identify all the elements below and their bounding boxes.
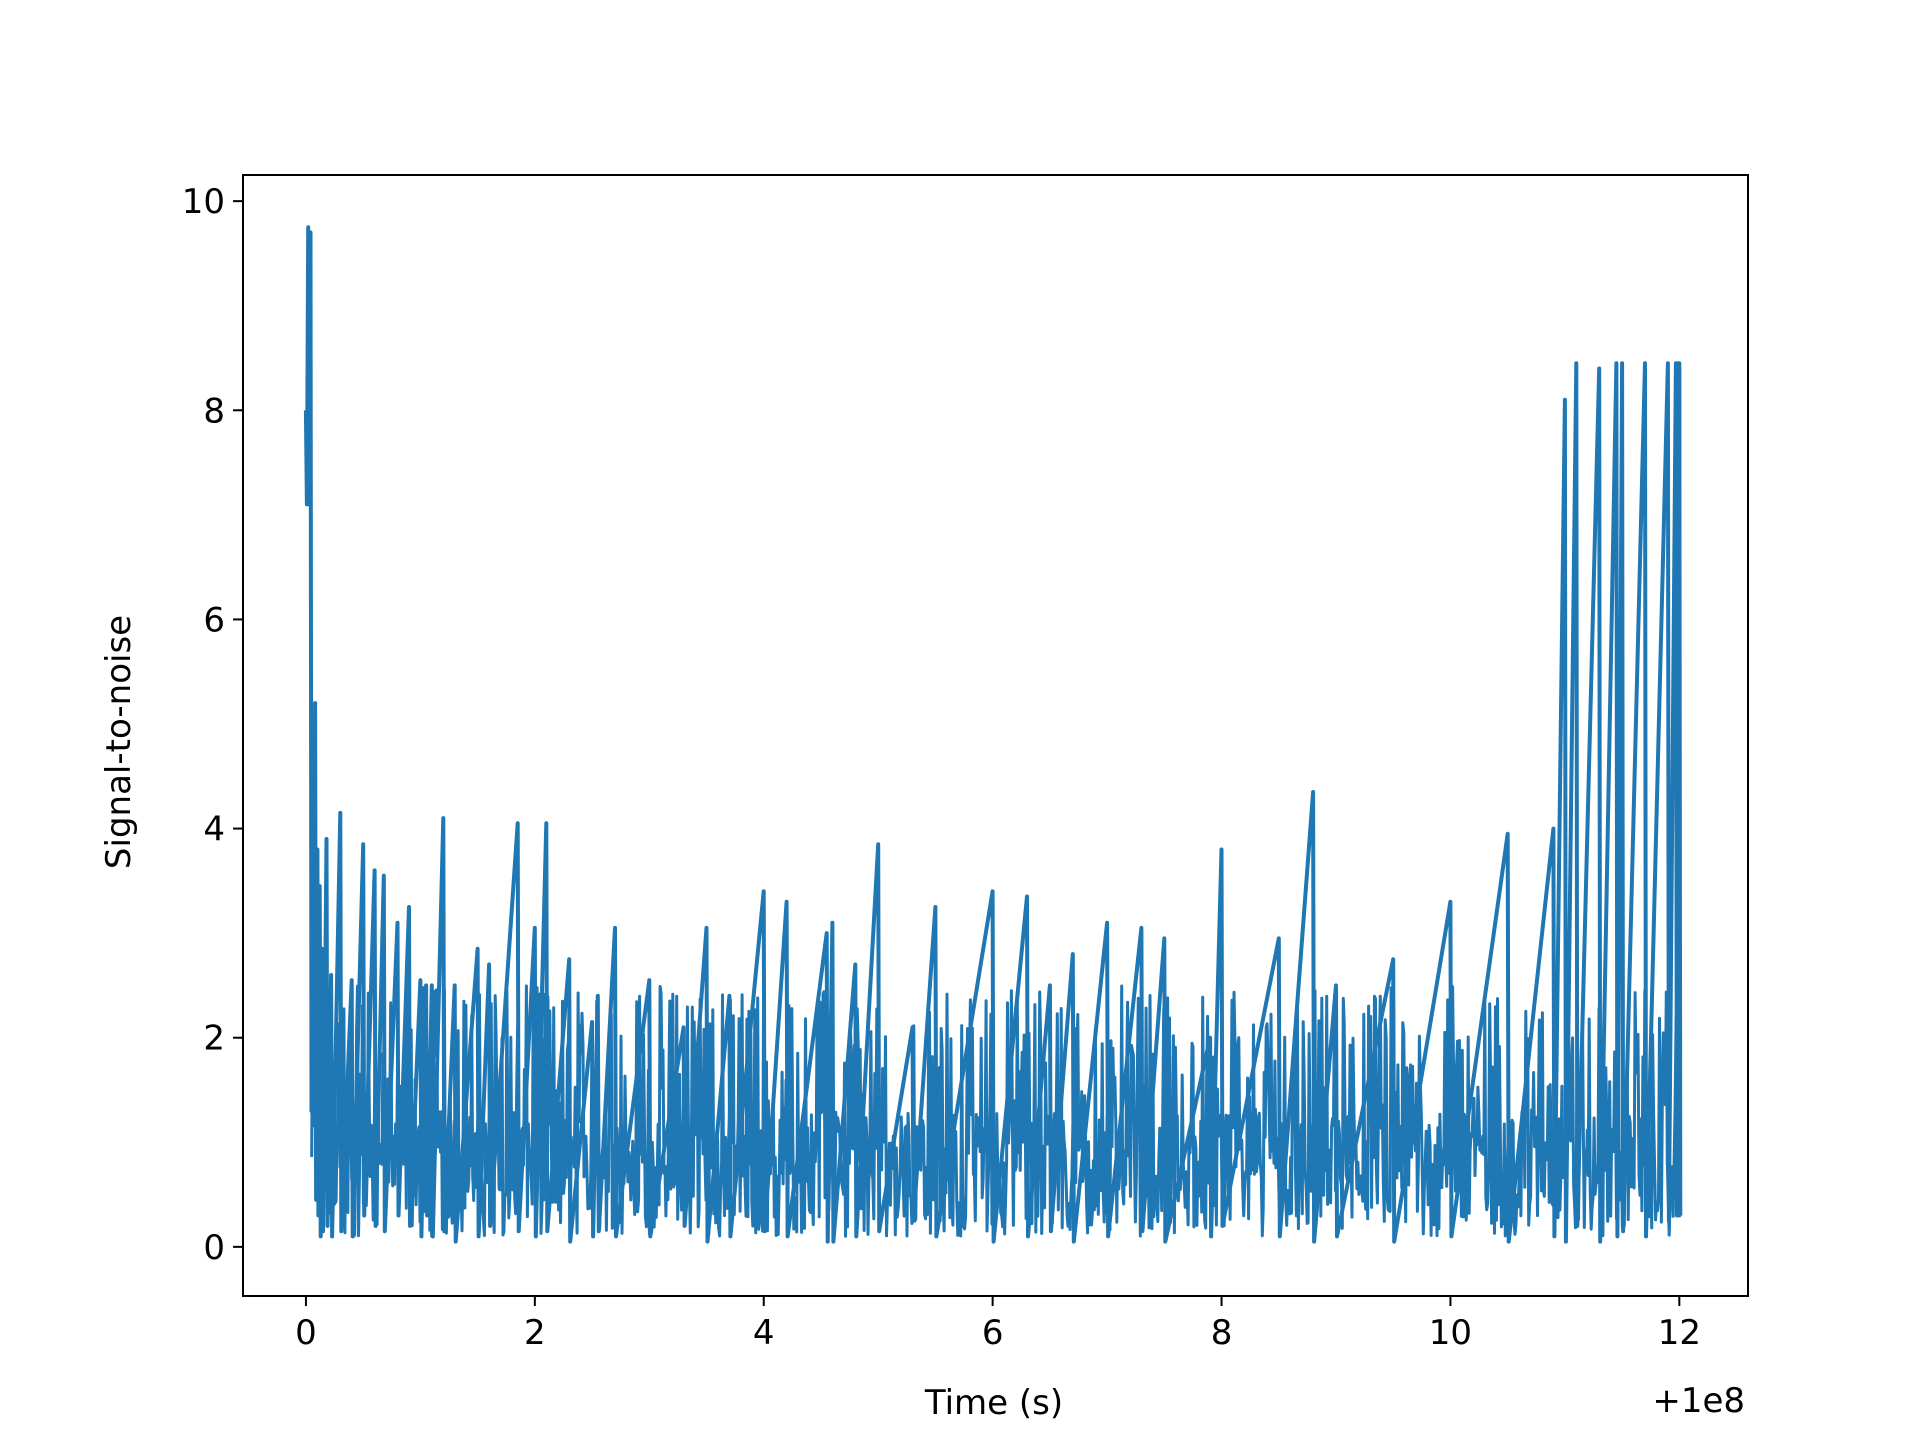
series-layer	[303, 225, 1683, 1244]
y-axis-label: Signal-to-noise	[99, 615, 139, 869]
y-tick-label: 6	[203, 600, 225, 640]
series-line-noise	[310, 984, 1679, 1238]
axes-layer: 0 2 4 6 8 10 12 0 2 4 6 8 10	[182, 174, 1749, 1353]
x-tick-label: 4	[753, 1313, 775, 1353]
x-tick-label: 2	[524, 1313, 546, 1353]
x-axis-label: Time (s)	[924, 1383, 1063, 1423]
x-tick-label: 10	[1429, 1313, 1472, 1353]
x-axis-offset-label: +1e8	[1652, 1381, 1745, 1421]
x-tick-label: 12	[1658, 1313, 1701, 1353]
y-tick-label: 0	[203, 1228, 225, 1268]
y-tick-label: 2	[203, 1019, 225, 1059]
y-tick-label: 4	[203, 810, 225, 850]
axes-frame	[242, 174, 1749, 1297]
y-tick-label: 8	[203, 391, 225, 431]
x-tick-label: 0	[295, 1313, 317, 1353]
y-tick-label: 10	[182, 182, 225, 222]
x-tick-label: 8	[1211, 1313, 1233, 1353]
series-line-peaks	[303, 225, 1683, 1244]
x-tick-label: 6	[982, 1313, 1004, 1353]
